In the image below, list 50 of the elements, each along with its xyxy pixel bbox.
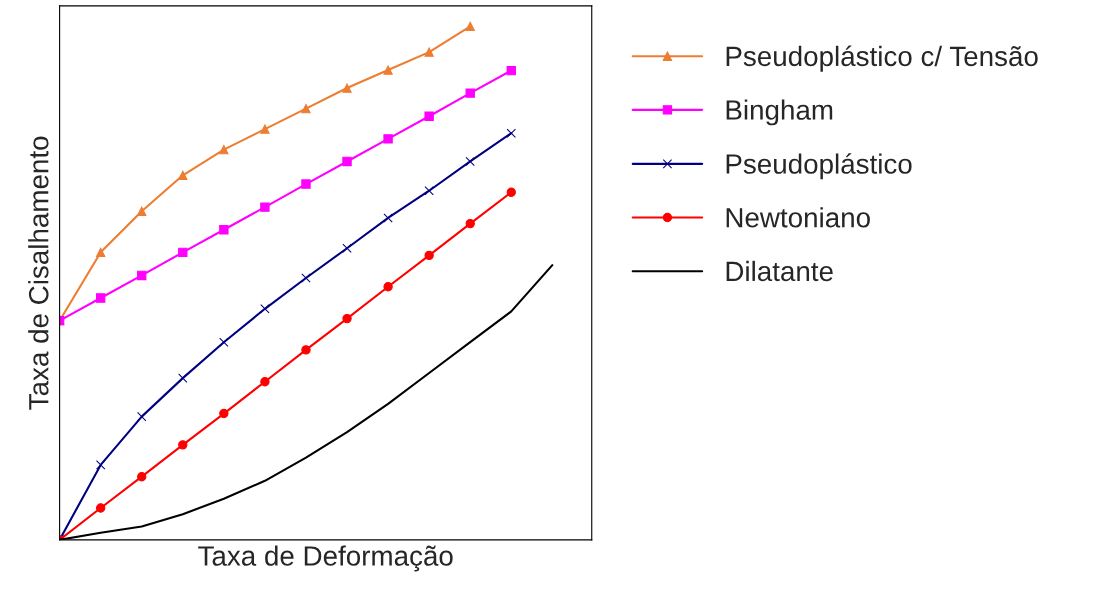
point xyxy=(383,213,393,223)
point xyxy=(424,250,434,261)
point xyxy=(219,337,229,347)
point xyxy=(301,273,311,283)
point xyxy=(178,170,188,181)
point xyxy=(137,472,147,482)
point xyxy=(219,408,229,419)
point xyxy=(178,373,188,383)
point xyxy=(301,179,311,189)
point xyxy=(465,156,475,167)
point xyxy=(95,460,106,470)
point xyxy=(137,411,147,422)
legend-label: Pseudoplástico xyxy=(726,153,912,180)
point xyxy=(342,83,352,93)
point xyxy=(260,377,270,387)
point xyxy=(219,225,229,235)
point xyxy=(301,103,311,114)
point xyxy=(342,156,352,167)
point xyxy=(465,218,475,229)
legend-label: Newtoniano xyxy=(726,207,870,228)
point xyxy=(260,124,270,134)
point xyxy=(219,144,229,155)
legend-label: Bingham xyxy=(726,99,833,126)
point xyxy=(95,293,106,303)
point xyxy=(383,65,393,75)
point xyxy=(383,282,393,292)
point xyxy=(342,313,352,324)
point xyxy=(260,202,270,212)
point xyxy=(424,186,434,196)
x-axis-title: Taxa de Deformação xyxy=(198,545,453,572)
point xyxy=(506,128,516,138)
point xyxy=(137,270,147,281)
point xyxy=(342,243,352,253)
point xyxy=(95,247,106,258)
point xyxy=(301,345,311,355)
point xyxy=(506,187,516,197)
point xyxy=(260,304,270,314)
y-axis-title: Taxa de Cisalhamento xyxy=(28,136,49,410)
point xyxy=(465,88,475,98)
point xyxy=(95,503,106,513)
point xyxy=(424,111,434,121)
point xyxy=(178,247,188,258)
legend-label: Dilatante xyxy=(726,260,833,282)
point xyxy=(137,206,147,216)
point xyxy=(506,65,516,76)
point xyxy=(465,21,475,32)
point xyxy=(424,47,434,57)
legend-label: Pseudoplástico c/ Tensão xyxy=(726,45,1038,72)
point xyxy=(178,440,188,450)
point xyxy=(383,134,393,144)
